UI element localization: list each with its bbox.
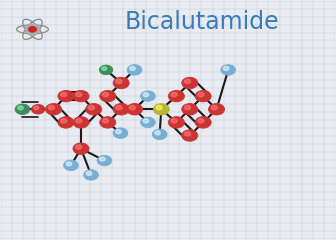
Circle shape (211, 106, 217, 110)
Circle shape (73, 90, 89, 102)
Circle shape (99, 65, 113, 75)
Circle shape (15, 104, 30, 114)
Circle shape (76, 92, 82, 97)
Circle shape (100, 90, 116, 102)
Circle shape (182, 130, 198, 141)
Circle shape (182, 103, 198, 115)
Circle shape (73, 117, 89, 128)
Circle shape (153, 103, 169, 115)
Circle shape (32, 104, 45, 114)
Circle shape (86, 171, 92, 175)
Circle shape (88, 106, 94, 110)
Circle shape (17, 106, 23, 110)
Circle shape (113, 77, 129, 89)
Circle shape (76, 119, 82, 123)
Circle shape (127, 103, 142, 115)
Circle shape (152, 129, 167, 140)
Circle shape (171, 119, 177, 123)
Circle shape (64, 160, 78, 171)
Circle shape (156, 106, 162, 110)
Circle shape (73, 143, 89, 154)
Circle shape (97, 155, 112, 166)
Circle shape (113, 103, 129, 115)
Circle shape (60, 92, 67, 97)
Circle shape (76, 145, 82, 149)
Circle shape (130, 66, 135, 70)
Circle shape (66, 162, 72, 166)
Circle shape (29, 27, 36, 32)
Circle shape (129, 106, 135, 110)
Circle shape (102, 92, 109, 97)
Circle shape (127, 65, 142, 75)
Circle shape (60, 119, 67, 123)
Text: Bicalutamide: Bicalutamide (124, 10, 279, 34)
Circle shape (168, 117, 184, 128)
Circle shape (48, 106, 54, 110)
Circle shape (195, 90, 211, 102)
Circle shape (184, 106, 191, 110)
Circle shape (25, 24, 40, 35)
Circle shape (198, 92, 204, 97)
Circle shape (84, 170, 98, 180)
Circle shape (58, 117, 74, 128)
Circle shape (195, 117, 211, 128)
Circle shape (155, 131, 160, 135)
Circle shape (171, 92, 177, 97)
Circle shape (208, 103, 224, 115)
Circle shape (184, 132, 191, 136)
Circle shape (102, 119, 109, 123)
Circle shape (223, 66, 229, 70)
Circle shape (182, 77, 198, 89)
Circle shape (116, 79, 122, 84)
Circle shape (140, 117, 155, 128)
Circle shape (86, 103, 102, 115)
Circle shape (116, 130, 121, 134)
Circle shape (46, 103, 61, 115)
Circle shape (99, 157, 105, 161)
Circle shape (143, 93, 149, 97)
Circle shape (58, 90, 74, 102)
Circle shape (34, 106, 39, 110)
Circle shape (116, 106, 122, 110)
Circle shape (221, 65, 236, 75)
Circle shape (184, 79, 191, 84)
Circle shape (198, 119, 204, 123)
Circle shape (168, 90, 184, 102)
Circle shape (143, 119, 149, 123)
Circle shape (102, 67, 107, 70)
Circle shape (113, 128, 128, 138)
Circle shape (140, 91, 155, 101)
Circle shape (100, 117, 116, 128)
